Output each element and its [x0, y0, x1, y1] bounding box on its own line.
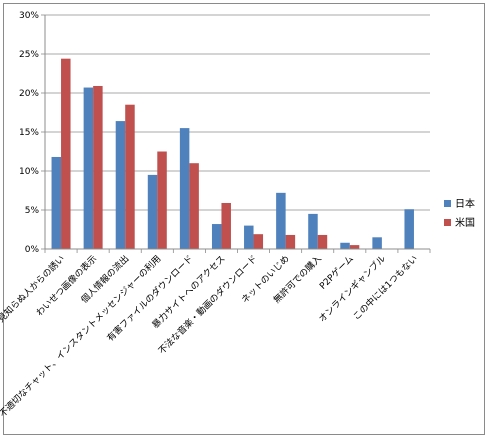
bar-us	[93, 85, 103, 249]
legend-label: 日本	[455, 197, 475, 210]
y-tick-label: 20%	[19, 89, 39, 99]
bar-japan	[211, 224, 222, 249]
bar-japan	[372, 237, 382, 249]
x-category-label: わいせつ画像の表示	[33, 253, 99, 319]
legend-label: 米国	[455, 216, 475, 229]
bar-us	[61, 58, 71, 250]
bar-japan	[308, 213, 318, 249]
y-tick-label: 10%	[19, 167, 39, 177]
bar-japan	[147, 174, 158, 249]
bars	[51, 58, 414, 250]
bar-us	[349, 245, 360, 249]
axes	[44, 15, 431, 253]
x-axis-category-labels: 見知らぬ人からの誘いわいせつ画像の表示個人情報の流出不適切なチャット、インスタン…	[0, 253, 420, 420]
y-tick-label: 5%	[25, 206, 40, 216]
y-tick-label: 0%	[25, 245, 40, 255]
bar-japan	[276, 192, 286, 249]
bar-japan	[179, 128, 190, 249]
bar-us	[189, 163, 199, 249]
y-tick-label: 15%	[19, 128, 39, 138]
y-tick-label: 30%	[19, 11, 39, 21]
bar-japan	[244, 225, 254, 249]
bar-japan	[51, 156, 62, 249]
bar-us	[317, 234, 328, 249]
gridlines	[45, 14, 430, 211]
bar-us	[157, 151, 167, 249]
bar-japan	[340, 242, 350, 249]
y-tick-label: 25%	[19, 50, 39, 60]
bar-us	[285, 234, 296, 249]
bar-japan	[404, 209, 414, 249]
bar-japan	[115, 121, 126, 249]
bar-us	[253, 234, 264, 249]
y-axis-ticks: 0% 5% 10% 15% 20% 25% 30%	[19, 11, 45, 255]
legend-swatch	[444, 200, 451, 207]
legend-swatch	[444, 219, 451, 226]
bar-japan	[83, 87, 94, 249]
bar-us	[221, 202, 231, 249]
bar-us	[125, 104, 135, 249]
